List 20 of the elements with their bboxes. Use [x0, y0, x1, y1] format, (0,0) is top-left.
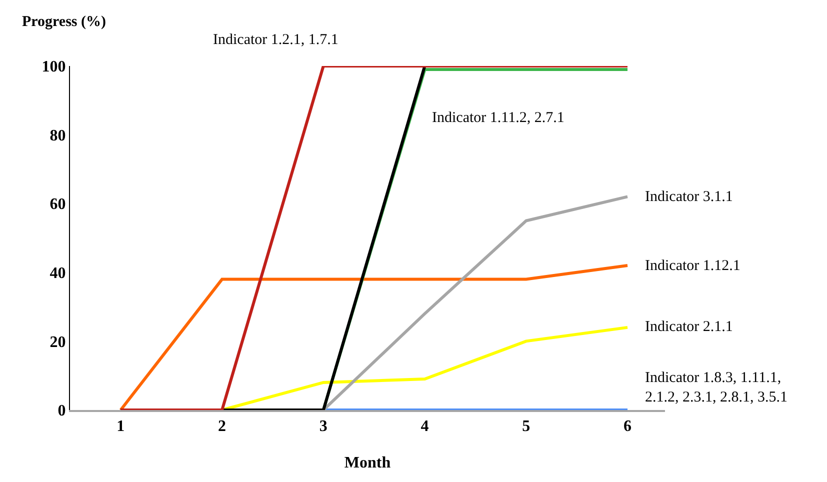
x-tick-label: 1 [116, 418, 125, 436]
y-tick-label: 60 [50, 196, 66, 214]
y-tick-label: 20 [50, 334, 66, 351]
series-label: Indicator 1.8.3, 1.11.1, 2.1.2, 2.3.1, 2.8.1, 3.5.1 [645, 370, 788, 406]
y-tick-label: 80 [50, 127, 66, 144]
x-tick-label: 3 [319, 418, 328, 436]
x-tick-label: 5 [522, 418, 530, 436]
y-axis-title: Progress (%) [22, 14, 106, 30]
series-label: Indicator 1.12.1 [645, 258, 740, 274]
series-label: Indicator 1.2.1, 1.7.1 [213, 32, 338, 48]
y-tick-label: 100 [42, 58, 66, 76]
series-label: Indicator 1.11.2, 2.7.1 [432, 110, 564, 126]
x-tick-label: 6 [624, 418, 632, 436]
x-tick-label: 2 [218, 418, 226, 436]
series-label: Indicator 2.1.1 [645, 319, 733, 335]
x-tick-label: 4 [420, 418, 429, 436]
series-label: Indicator 3.1.1 [645, 189, 733, 205]
y-tick-label: 0 [58, 402, 66, 420]
y-tick-label: 40 [50, 265, 66, 282]
x-axis-title: Month [344, 454, 391, 472]
